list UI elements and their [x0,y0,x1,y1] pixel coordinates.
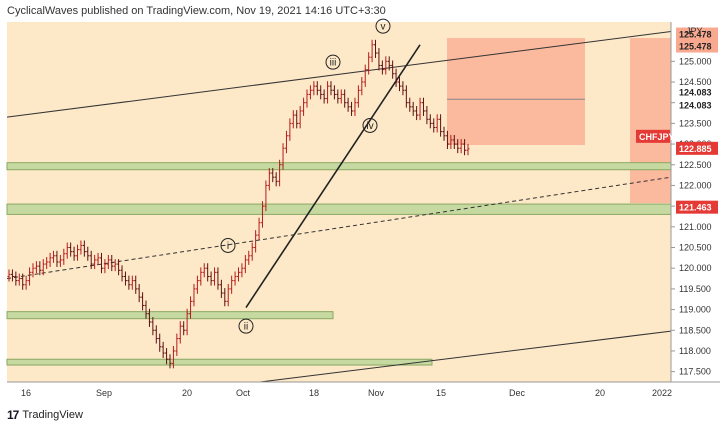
currency-label: JPY [686,26,703,36]
y-tick-label: 123.500 [679,118,712,128]
y-tick-label: 120.500 [679,243,712,253]
price-tags: 125.478 125.478 124.083 124.083 CHFJPY 122.88… [636,27,718,214]
symbol-tag-bg [636,129,670,143]
x-axis-ticks: 16 Sep 20 Oct 18 Nov 15 Dec 20 2022 [21,388,672,398]
wave-label-text: ii [244,322,248,333]
y-tick-label: 122.000 [679,180,712,190]
x-tick-label: 16 [21,388,31,398]
support-zone-2 [6,203,672,215]
wave-label-circle [362,117,378,133]
target-zone-box-right [630,38,671,203]
price-tag-mid-2-bg [676,98,718,112]
impulse-trend-line [245,44,421,308]
x-tick-label: 20 [595,388,605,398]
x-tick-label: Oct [236,388,251,398]
price-tag-current-bg [676,141,718,155]
x-tick-label: 20 [182,388,192,398]
tradingview-logo-icon: 17 [7,407,19,422]
price-tag-mid-2: 124.083 [679,100,712,110]
x-tick-label: Sep [96,388,112,398]
x-tick-label: Dec [509,388,526,398]
symbol-tag: CHFJPY [639,132,675,142]
price-tag-top: 125.478 [679,30,712,40]
trend-lines [6,31,672,383]
upper-channel-line [6,31,672,118]
x-tick-label: 15 [436,388,446,398]
x-tick-label: 18 [309,388,319,398]
wave-label-text: iii [330,58,337,69]
y-tick-label: 118.500 [679,325,711,335]
y-tick-label: 119.000 [679,305,711,315]
lower-channel-line [259,330,672,383]
wave-label-text: i [227,241,229,252]
price-tag-top-bg [676,27,718,41]
y-tick-label: 125.000 [679,56,712,66]
wave-label-text: iv [366,121,373,132]
price-tag-mid-bg [676,85,718,99]
y-tick-label: 124.500 [679,77,712,87]
price-tag-support-bg [676,200,718,214]
wave-label-circle [238,318,254,334]
wave-label-text: v [381,22,386,33]
target-zone-box [447,38,585,145]
x-tick-label: 2022 [652,388,672,398]
support-zone-4 [6,358,433,366]
y-tick-label: 119.500 [679,284,711,294]
candles [7,39,470,369]
price-tag-support: 121.463 [679,203,712,213]
support-zone-3 [6,311,334,320]
wave-label-circle [220,237,236,253]
y-tick-label: 121.000 [679,222,712,232]
footer-logo-text: TradingView [22,408,83,421]
chart-header: CyclicalWaves published on TradingView.c… [7,5,386,17]
y-tick-label: 117.500 [679,367,711,377]
x-tick-label: Nov [368,388,385,398]
wave-label-circle [375,18,391,34]
price-tag-top-2-bg [676,39,718,53]
footer: 17 TradingView [0,402,720,427]
y-tick-label: 122.500 [679,160,712,170]
price-tag-mid: 124.083 [679,87,712,97]
price-tag-current: 122.885 [679,144,712,154]
wave-label-circle [325,54,341,70]
y-tick-label: 120.000 [679,263,712,273]
price-tag-top-2: 125.478 [679,42,712,52]
y-tick-label: 118.000 [679,346,711,356]
